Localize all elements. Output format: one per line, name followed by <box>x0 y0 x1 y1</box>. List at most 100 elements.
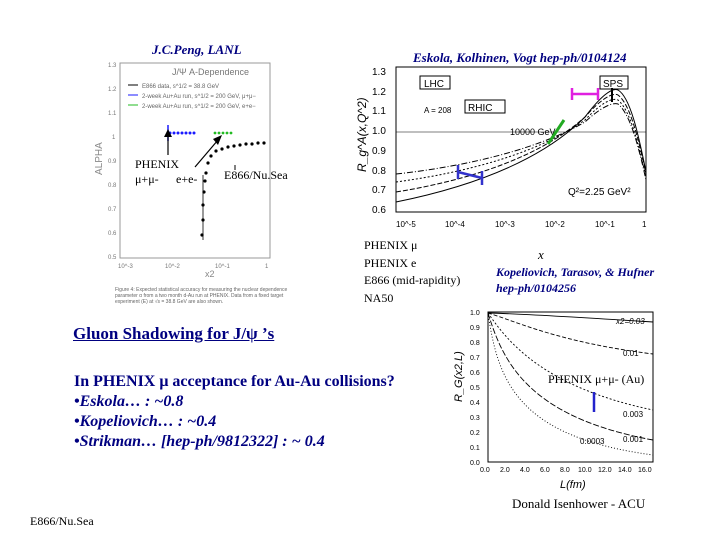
label-a208: A = 208 <box>424 106 452 115</box>
shadowing-curves <box>395 88 647 203</box>
overlay-ee: e+e- <box>176 172 198 186</box>
svg-text:0.4: 0.4 <box>470 400 480 407</box>
footer-left-note: E866/Nu.Sea <box>30 514 94 528</box>
e866-range <box>546 119 566 145</box>
credit-kopeliovich: Kopeliovich, Tarasov, & Hufner <box>496 265 655 279</box>
overlay-mumu: μ+μ- <box>135 172 159 186</box>
eskola-shadowing-plot: R_g^A(x,Q^2) 1.3 1.2 1.1 1.0 0.9 0.8 0.7… <box>355 66 647 229</box>
svg-text:0.7: 0.7 <box>372 185 386 196</box>
e866-points <box>200 141 266 237</box>
kopeliovich-xlabel: L(fm) <box>560 479 586 491</box>
footer-author: Donald Isenhower - ACU <box>512 496 646 511</box>
svg-text:12.0: 12.0 <box>598 467 612 474</box>
legend-na50: NA50 <box>364 291 394 305</box>
svg-text:0.7: 0.7 <box>470 355 480 362</box>
svg-text:0.3: 0.3 <box>470 415 480 422</box>
svg-text:0.2: 0.2 <box>470 430 480 437</box>
svg-text:0.6: 0.6 <box>470 370 480 377</box>
legend-ee: 2-week Au+Au run, s^1/2 = 200 GeV, e+e− <box>142 104 256 110</box>
alpha-vs-x2-plot: J/Ψ A-Dependence ALPHA E866 data, s^1/2 … <box>94 62 271 279</box>
svg-text:16.0: 16.0 <box>638 467 652 474</box>
kopeliovich-ylabel: R_G(x2,L) <box>453 351 465 402</box>
legend-mumu: 2-week Au+Au run, s^1/2 = 200 GeV, μ+μ− <box>142 94 256 100</box>
svg-text:8.0: 8.0 <box>560 467 570 474</box>
svg-text:1.1: 1.1 <box>108 111 117 117</box>
phenix-mu-range <box>570 88 600 100</box>
overlay-e866: E866/Nu.Sea <box>224 168 288 182</box>
left-plot-xticks: 10^-3 10^-2 10^-1 1 <box>118 264 269 270</box>
svg-text:0.9: 0.9 <box>470 325 480 332</box>
svg-text:10^-2: 10^-2 <box>545 220 565 229</box>
section-title: Gluon Shadowing for J/ψ ’s <box>73 324 275 343</box>
svg-text:14.0: 14.0 <box>618 467 632 474</box>
body-line-3: •Kopeliovich… : ~0.4 <box>74 413 217 430</box>
body-line-4: •Strikman… [hep-ph/9812322] : ~ 0.4 <box>74 433 325 450</box>
svg-text:1.2: 1.2 <box>108 87 117 93</box>
kopeliovich-xticks: 0.0 2.0 4.0 6.0 8.0 10.0 12.0 14.0 16.0 <box>480 467 652 474</box>
label-0001: 0.001 <box>623 435 644 444</box>
svg-text:1: 1 <box>642 220 647 229</box>
label-q2: Q²=2.25 GeV² <box>568 187 631 198</box>
legend-e866: E866 (mid-rapidity) <box>364 273 461 287</box>
label-0003: 0.003 <box>623 410 644 419</box>
svg-text:4.0: 4.0 <box>520 467 530 474</box>
svg-text:0.0: 0.0 <box>480 467 490 474</box>
kopeliovich-plot: R_G(x2,L) 1.0 0.9 0.8 0.7 0.6 0.5 0.4 0.… <box>453 310 654 491</box>
svg-text:1.0: 1.0 <box>470 310 480 317</box>
kopeliovich-curves <box>487 312 654 456</box>
svg-text:1.3: 1.3 <box>372 67 386 78</box>
svg-text:10^-3: 10^-3 <box>118 264 133 270</box>
svg-text:10^-2: 10^-2 <box>165 264 180 270</box>
kopeliovich-yticks: 1.0 0.9 0.8 0.7 0.6 0.5 0.4 0.3 0.2 0.1 … <box>470 310 480 467</box>
body-line-2: •Eskola… : ~0.8 <box>74 393 184 410</box>
svg-text:10^-3: 10^-3 <box>495 220 515 229</box>
credit-eskola: Eskola, Kolhinen, Vogt hep-ph/0104124 <box>413 50 627 65</box>
svg-text:1: 1 <box>265 264 269 270</box>
svg-text:0.8: 0.8 <box>108 183 117 189</box>
svg-text:0.9: 0.9 <box>108 159 117 165</box>
phenix-mumu-au-note: PHENIX μ+μ- (Au) <box>548 372 645 386</box>
eskola-xticks: 10^-5 10^-4 10^-3 10^-2 10^-1 1 <box>396 220 647 229</box>
svg-text:0.6: 0.6 <box>372 205 386 216</box>
overlay-phenix: PHENIX <box>135 157 179 171</box>
label-lhc: LHC <box>424 79 444 90</box>
label-sps: SPS <box>603 79 623 90</box>
svg-text:1.2: 1.2 <box>372 87 386 98</box>
svg-text:1: 1 <box>112 135 116 141</box>
eskola-yticks: 1.3 1.2 1.1 1.0 0.9 0.8 0.7 0.6 <box>372 67 386 216</box>
label-rhic: RHIC <box>468 103 492 114</box>
label-001: 0.01 <box>623 349 639 358</box>
legend-e866: E866 data, s^1/2 = 38.8 GeV <box>142 84 219 90</box>
left-plot-title: J/Ψ A-Dependence <box>172 67 249 77</box>
svg-text:10.0: 10.0 <box>578 467 592 474</box>
svg-text:0.9: 0.9 <box>372 146 386 157</box>
legend-phenix-e: PHENIX e <box>364 256 417 270</box>
left-plot-caption: Figure 4: Expected statistical accuracy … <box>115 287 288 305</box>
left-plot-yticks: 1.3 1.2 1.1 1 0.9 0.8 0.7 0.6 0.5 <box>108 63 117 261</box>
body-line-1: In PHENIX μ acceptance for Au-Au collisi… <box>74 373 395 390</box>
svg-text:0.1: 0.1 <box>470 445 480 452</box>
svg-text:10^-4: 10^-4 <box>445 220 465 229</box>
label-energy: 10000 GeV <box>510 127 556 137</box>
svg-text:0.6: 0.6 <box>108 231 117 237</box>
svg-text:2.0: 2.0 <box>500 467 510 474</box>
label-x2-003: x2=0.03 <box>615 317 645 326</box>
svg-text:0.5: 0.5 <box>108 255 117 261</box>
eskola-ylabel: R_g^A(x,Q^2) <box>355 97 369 172</box>
label-00003: 0.0003 <box>580 437 605 446</box>
svg-text:1.1: 1.1 <box>372 106 386 117</box>
energy-region-boxes <box>419 75 629 114</box>
left-plot-ylabel: ALPHA <box>94 142 105 175</box>
body-text: In PHENIX μ acceptance for Au-Au collisi… <box>74 372 395 452</box>
svg-text:1.3: 1.3 <box>108 63 117 69</box>
phenix-e-range <box>456 165 484 185</box>
svg-text:0.7: 0.7 <box>108 207 117 213</box>
svg-text:10^-5: 10^-5 <box>396 220 416 229</box>
annotation-arrows <box>164 129 236 170</box>
svg-text:0.8: 0.8 <box>372 166 386 177</box>
svg-text:0.0: 0.0 <box>470 460 480 467</box>
left-plot-xlabel: x2 <box>205 269 215 279</box>
legend-phenix-mu: PHENIX μ <box>364 238 418 252</box>
svg-text:10^-1: 10^-1 <box>595 220 615 229</box>
credit-kopeliovich-ref: hep-ph/0104256 <box>496 281 577 295</box>
